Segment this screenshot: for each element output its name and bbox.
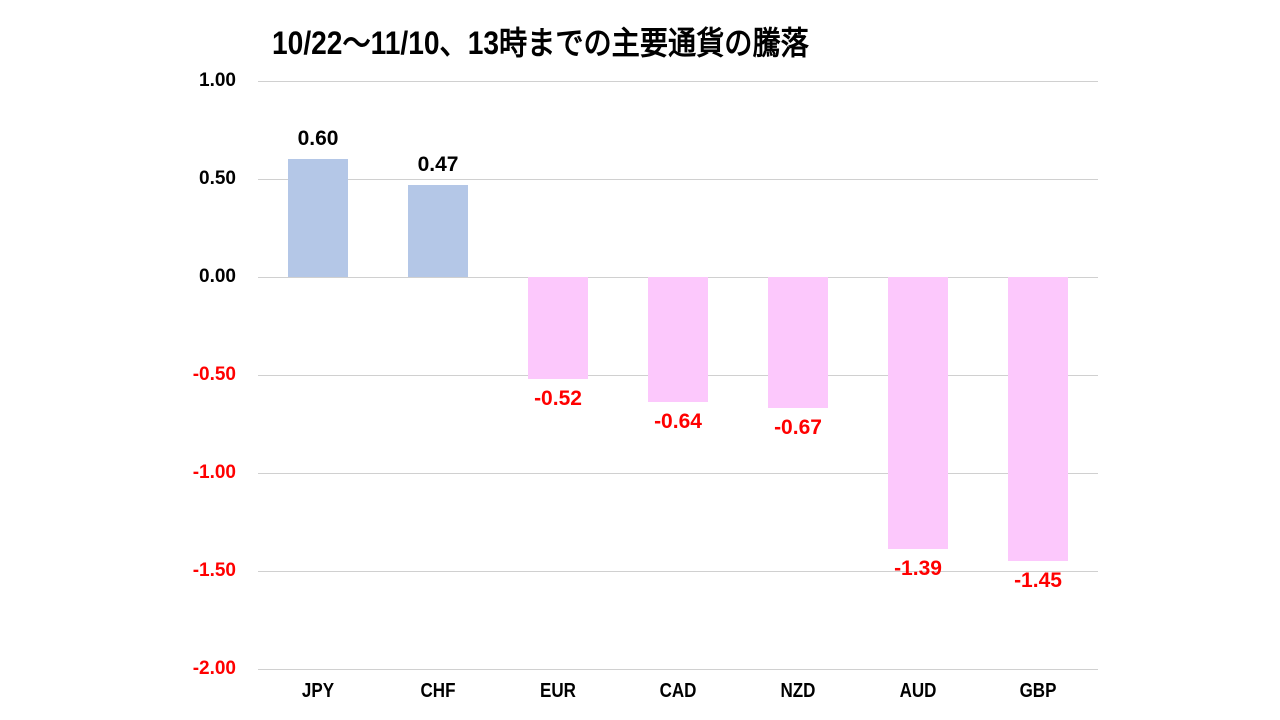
y-tick-label: -0.50 bbox=[192, 364, 236, 385]
x-tick-label: CAD bbox=[659, 680, 697, 702]
data-label: 0.47 bbox=[417, 152, 459, 176]
data-label: -1.39 bbox=[894, 557, 942, 581]
bar-nzd bbox=[768, 277, 828, 409]
data-label: -0.52 bbox=[534, 386, 582, 410]
x-tick-label: CHF bbox=[420, 680, 456, 702]
x-tick-label: AUD bbox=[899, 680, 937, 702]
y-tick-label: -1.00 bbox=[192, 462, 236, 483]
data-label: -0.67 bbox=[774, 416, 822, 440]
x-tick-label: JPY bbox=[301, 680, 335, 702]
gridline bbox=[258, 179, 1098, 180]
y-tick-label: 1.00 bbox=[199, 70, 236, 91]
data-label: -0.64 bbox=[654, 410, 702, 434]
bar-aud bbox=[888, 277, 948, 550]
y-tick-label: 0.50 bbox=[199, 168, 236, 189]
y-tick-label: 0.00 bbox=[199, 266, 236, 287]
gridline bbox=[258, 81, 1098, 82]
bar-gbp bbox=[1008, 277, 1068, 562]
bar-jpy bbox=[288, 159, 348, 277]
bar-chf bbox=[408, 184, 468, 277]
gridline bbox=[258, 571, 1098, 572]
x-tick-label: EUR bbox=[540, 680, 576, 702]
y-tick-label: -2.00 bbox=[192, 658, 236, 679]
bar-eur bbox=[528, 277, 588, 379]
chart-title: 10/22～11/10、13時までの主要通貨の騰落 bbox=[272, 25, 809, 61]
data-label: 0.60 bbox=[297, 127, 339, 151]
data-label: -1.45 bbox=[1014, 569, 1062, 593]
gridline bbox=[258, 473, 1098, 474]
x-tick-label: GBP bbox=[1019, 680, 1057, 702]
x-tick-label: NZD bbox=[780, 680, 816, 702]
bar-cad bbox=[648, 277, 708, 403]
y-tick-label: -1.50 bbox=[192, 560, 236, 581]
gridline bbox=[258, 669, 1098, 670]
